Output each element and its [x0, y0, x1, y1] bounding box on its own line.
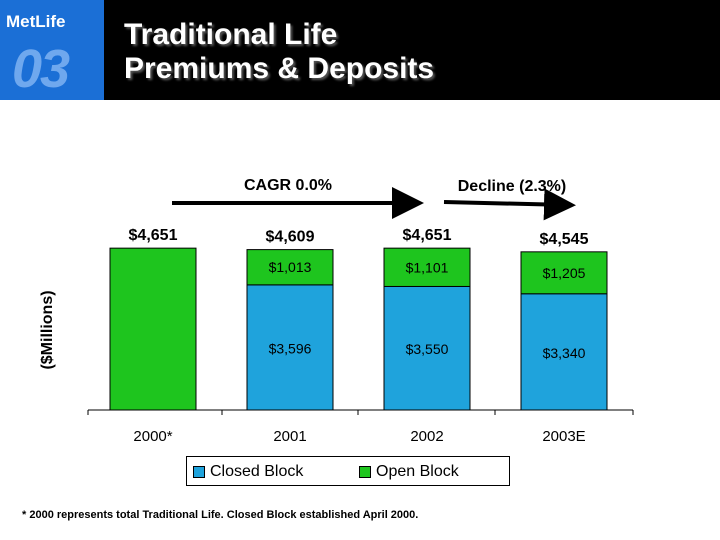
cagr-annotation: CAGR 0.0%: [244, 177, 332, 194]
bar-open-block-3: [520, 251, 608, 295]
legend-item-closed-block: Closed Block: [193, 463, 303, 481]
value-label-closed-block-2: $3,550: [406, 341, 449, 357]
total-label-0: $4,651: [129, 227, 178, 244]
chart-legend: Closed Block Open Block: [186, 456, 510, 486]
logo-number: 03: [12, 39, 70, 99]
legend-swatch-closed-block: [193, 466, 205, 478]
x-tick-label-1: 2001: [273, 428, 306, 445]
legend-item-open-block: Open Block: [359, 463, 459, 481]
bar-closed-block-2: [383, 285, 471, 411]
value-label-closed-block-1: $3,596: [269, 340, 312, 356]
value-label-open-block-2: $1,101: [406, 259, 449, 275]
x-tick-label-3: 2003E: [542, 428, 585, 445]
decline-arrow: [443, 188, 576, 221]
total-label-1: $4,609: [266, 229, 315, 246]
title-line-2: Premiums & Deposits: [124, 52, 435, 85]
y-axis-label: ($Millions): [39, 290, 56, 369]
total-label-2: $4,651: [403, 227, 452, 244]
legend-label-closed-block: Closed Block: [210, 463, 304, 480]
header-bar: MetLife 03 Traditional Life Premiums & D…: [0, 0, 720, 100]
bar-open-block-0: [109, 247, 197, 411]
value-label-closed-block-3: $3,340: [543, 345, 586, 361]
legend-swatch-open-block: [359, 466, 371, 478]
legend-label-open-block: Open Block: [376, 463, 459, 480]
value-label-open-block-1: $1,013: [269, 259, 312, 275]
bar-closed-block-3: [520, 293, 608, 411]
total-label-3: $4,545: [540, 231, 589, 248]
bar-open-block-2: [383, 247, 471, 287]
slide-title: Traditional Life Premiums & Deposits: [124, 18, 434, 86]
x-tick-label-2: 2002: [410, 428, 443, 445]
x-tick-label-0: 2000*: [133, 428, 172, 445]
metlife-logo: MetLife: [6, 12, 66, 31]
bar-closed-block-1: [246, 284, 334, 411]
logo-block: MetLife 03: [0, 0, 104, 100]
decline-annotation: Decline (2.3%): [458, 178, 566, 195]
value-label-open-block-3: $1,205: [543, 265, 586, 281]
footnote: * 2000 represents total Traditional Life…: [22, 509, 419, 521]
title-line-1: Traditional Life: [124, 18, 338, 51]
bar-open-block-1: [246, 249, 334, 286]
